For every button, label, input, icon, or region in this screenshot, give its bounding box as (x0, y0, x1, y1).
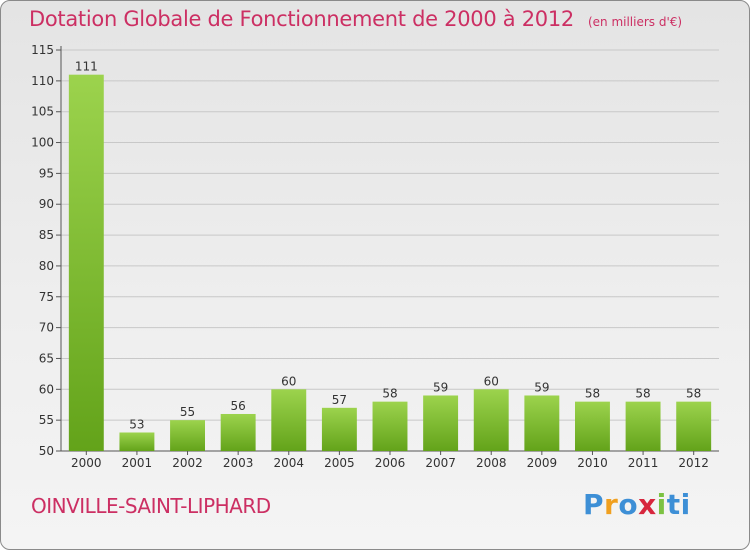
bar (524, 395, 560, 451)
bar (68, 74, 104, 451)
x-tick-label: 2012 (678, 456, 709, 470)
bar (676, 401, 712, 451)
y-tick-label: 110 (31, 74, 54, 88)
commune-name: OINVILLE-SAINT-LIPHARD (31, 494, 271, 518)
y-tick-label: 90 (39, 197, 54, 211)
title-text: Dotation Globale de Fonctionnement de 20… (29, 7, 574, 31)
bar (574, 401, 610, 451)
data-label: 58 (382, 387, 397, 401)
x-tick-label: 2007 (425, 456, 456, 470)
bar (473, 389, 509, 451)
bar (372, 401, 408, 451)
y-tick-label: 70 (39, 321, 54, 335)
bar-chart: 50 55 60 65 70 75 80 85 90 95 100 105 110 115 111 2000 5… (31, 43, 719, 470)
y-tick-label: 75 (39, 290, 54, 304)
x-tick-label: 2000 (71, 456, 102, 470)
data-label: 58 (686, 387, 701, 401)
data-label: 57 (332, 393, 347, 407)
bar (220, 413, 256, 451)
data-label: 53 (129, 417, 144, 431)
bar (321, 407, 357, 451)
x-tick-label: 2009 (527, 456, 558, 470)
y-tick-label: 100 (31, 136, 54, 150)
x-tick-label: 2002 (172, 456, 203, 470)
y-tick-label: 85 (39, 228, 54, 242)
y-tick-label: 105 (31, 105, 54, 119)
x-tick-label: 2001 (122, 456, 153, 470)
data-label: 60 (281, 374, 296, 388)
data-label: 59 (433, 380, 448, 394)
bar (119, 432, 155, 451)
x-tick-label: 2011 (628, 456, 659, 470)
x-tick-label: 2008 (476, 456, 507, 470)
y-tick-label: 65 (39, 351, 54, 365)
data-label: 55 (180, 405, 195, 419)
y-tick-label: 55 (39, 413, 54, 427)
data-label: 60 (484, 374, 499, 388)
y-tick-label: 95 (39, 166, 54, 180)
x-tick-label: 2005 (324, 456, 355, 470)
data-label: 56 (231, 399, 246, 413)
data-label: 58 (635, 387, 650, 401)
y-tick-label: 80 (39, 259, 54, 273)
proxiti-logo: Proxiti (583, 488, 691, 521)
bar (271, 389, 307, 451)
y-tick-label: 50 (39, 444, 54, 458)
unit-label: (en milliers d'€) (587, 15, 683, 29)
x-tick-label: 2004 (273, 456, 304, 470)
x-tick-label: 2006 (375, 456, 406, 470)
x-tick-label: 2010 (577, 456, 608, 470)
y-tick-label: 60 (39, 382, 54, 396)
chart-title: Dotation Globale de Fonctionnement de 20… (29, 7, 682, 31)
y-tick-label: 115 (31, 43, 54, 57)
x-tick-label: 2003 (223, 456, 254, 470)
data-label: 59 (534, 380, 549, 394)
bar (423, 395, 459, 451)
bar (170, 420, 206, 451)
data-label: 111 (75, 60, 98, 74)
data-label: 58 (585, 387, 600, 401)
bar (625, 401, 661, 451)
